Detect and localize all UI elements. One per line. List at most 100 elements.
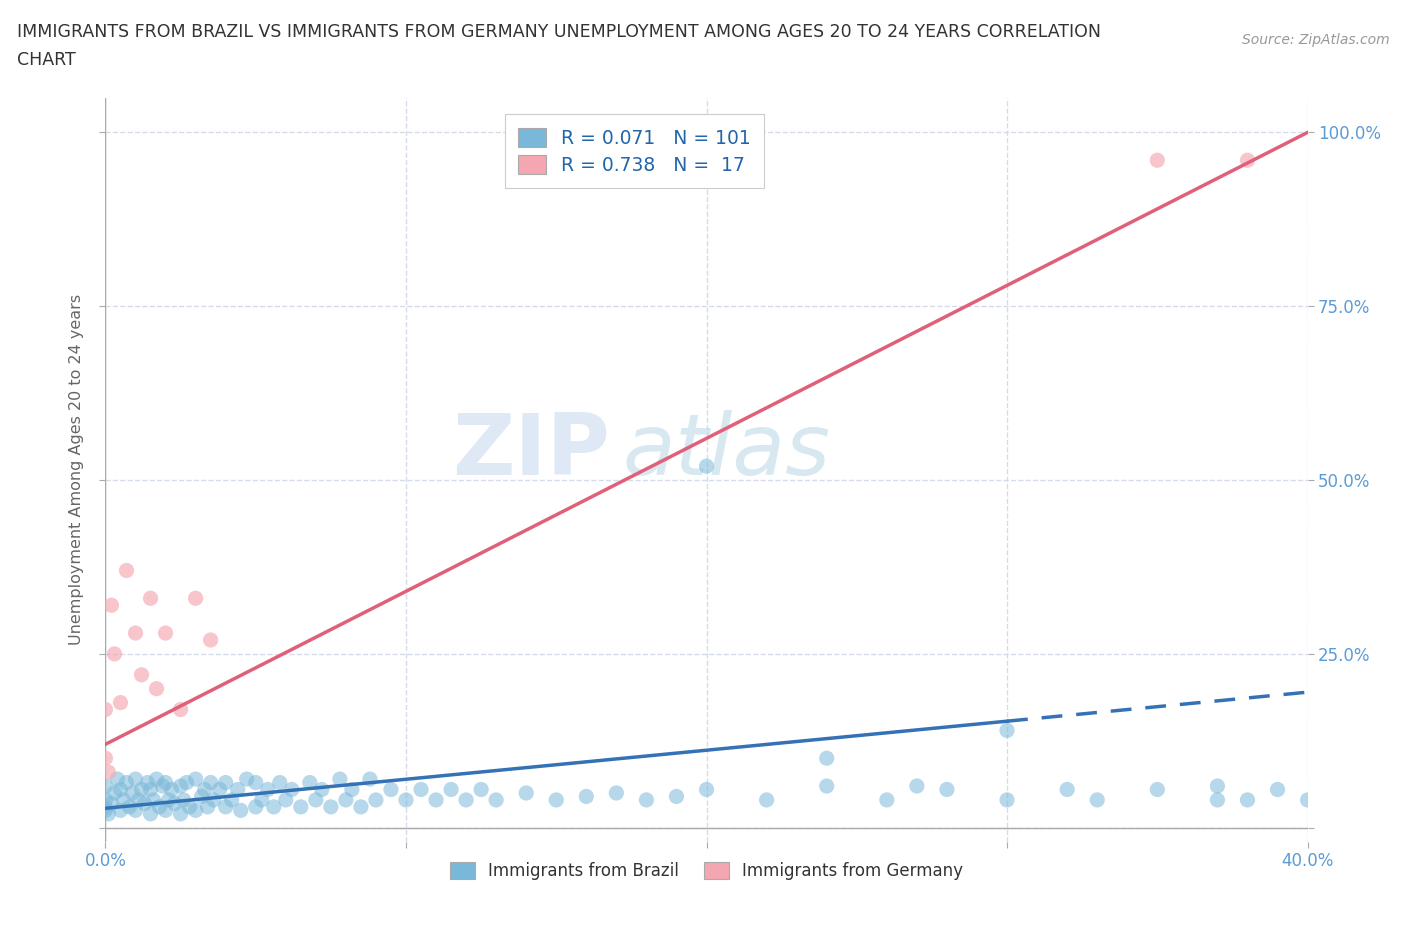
Point (815, 751, 838, 765)
Point (364, 792, 387, 807)
Point (214, 800, 236, 815)
Point (142, 792, 165, 807)
Point (103, 786, 125, 801)
Point (605, 786, 627, 801)
Point (245, 775, 267, 790)
Point (179, 800, 201, 815)
Point (97, 806, 120, 821)
Point (905, 778, 928, 793)
Point (696, 782, 718, 797)
Point (134, 796, 156, 811)
Text: Source: ZipAtlas.com: Source: ZipAtlas.com (1241, 33, 1389, 46)
Point (515, 786, 537, 801)
Point (115, 775, 138, 790)
Y-axis label: Unemployment Among Ages 20 to 24 years: Unemployment Among Ages 20 to 24 years (69, 294, 84, 645)
Point (1056, 782, 1078, 797)
Text: atlas: atlas (623, 409, 831, 493)
Point (575, 789, 598, 804)
Point (221, 792, 243, 807)
Point (936, 782, 959, 797)
Point (636, 792, 658, 807)
Point (1146, 153, 1168, 167)
Point (94, 702, 117, 717)
Point (395, 792, 418, 807)
Point (103, 646, 125, 661)
Point (995, 723, 1018, 737)
Point (214, 775, 236, 790)
Point (131, 668, 153, 683)
Point (425, 792, 447, 807)
Point (269, 775, 291, 790)
Point (94, 792, 117, 807)
Point (94, 800, 117, 815)
Point (107, 772, 129, 787)
Point (1267, 782, 1289, 797)
Point (184, 803, 207, 817)
Point (152, 778, 174, 793)
Point (100, 598, 122, 613)
Point (274, 792, 297, 807)
Point (160, 782, 183, 797)
Point (148, 800, 170, 815)
Point (470, 782, 492, 797)
Text: ZIP: ZIP (453, 409, 610, 493)
Point (263, 800, 285, 815)
Point (1206, 778, 1229, 793)
Point (163, 796, 186, 811)
Point (112, 792, 135, 807)
Point (1085, 792, 1108, 807)
Point (118, 800, 141, 815)
Point (995, 792, 1018, 807)
Point (815, 778, 838, 793)
Point (115, 563, 138, 578)
Point (155, 803, 177, 817)
Point (546, 792, 568, 807)
Point (329, 772, 352, 787)
Point (139, 782, 162, 797)
Point (197, 800, 219, 815)
Point (200, 775, 222, 790)
Point (456, 792, 478, 807)
Point (208, 782, 231, 797)
Point (124, 803, 146, 817)
Point (145, 682, 167, 697)
Point (380, 782, 402, 797)
Point (250, 792, 273, 807)
Point (145, 772, 167, 787)
Point (124, 626, 146, 641)
Point (1206, 792, 1229, 807)
Point (169, 806, 191, 821)
Point (110, 695, 132, 710)
Point (1236, 153, 1258, 167)
Point (281, 782, 304, 797)
Point (876, 792, 898, 807)
Point (696, 458, 718, 473)
Text: CHART: CHART (17, 51, 76, 69)
Point (229, 803, 252, 817)
Point (335, 792, 357, 807)
Point (340, 782, 363, 797)
Point (169, 702, 191, 717)
Point (190, 789, 212, 804)
Point (194, 782, 217, 797)
Point (139, 591, 162, 605)
Point (665, 789, 688, 804)
Point (131, 782, 153, 797)
Point (110, 803, 132, 817)
Point (139, 806, 162, 821)
Point (110, 782, 132, 797)
Point (256, 782, 278, 797)
Point (311, 782, 333, 797)
Text: IMMIGRANTS FROM BRAZIL VS IMMIGRANTS FROM GERMANY UNEMPLOYMENT AMONG AGES 20 TO : IMMIGRANTS FROM BRAZIL VS IMMIGRANTS FRO… (17, 23, 1101, 41)
Point (485, 792, 508, 807)
Point (155, 775, 177, 790)
Point (440, 782, 463, 797)
Point (319, 800, 342, 815)
Point (350, 800, 373, 815)
Point (124, 772, 146, 787)
Point (184, 591, 207, 605)
Point (1296, 792, 1319, 807)
Point (409, 782, 432, 797)
Point (173, 792, 195, 807)
Point (184, 772, 207, 787)
